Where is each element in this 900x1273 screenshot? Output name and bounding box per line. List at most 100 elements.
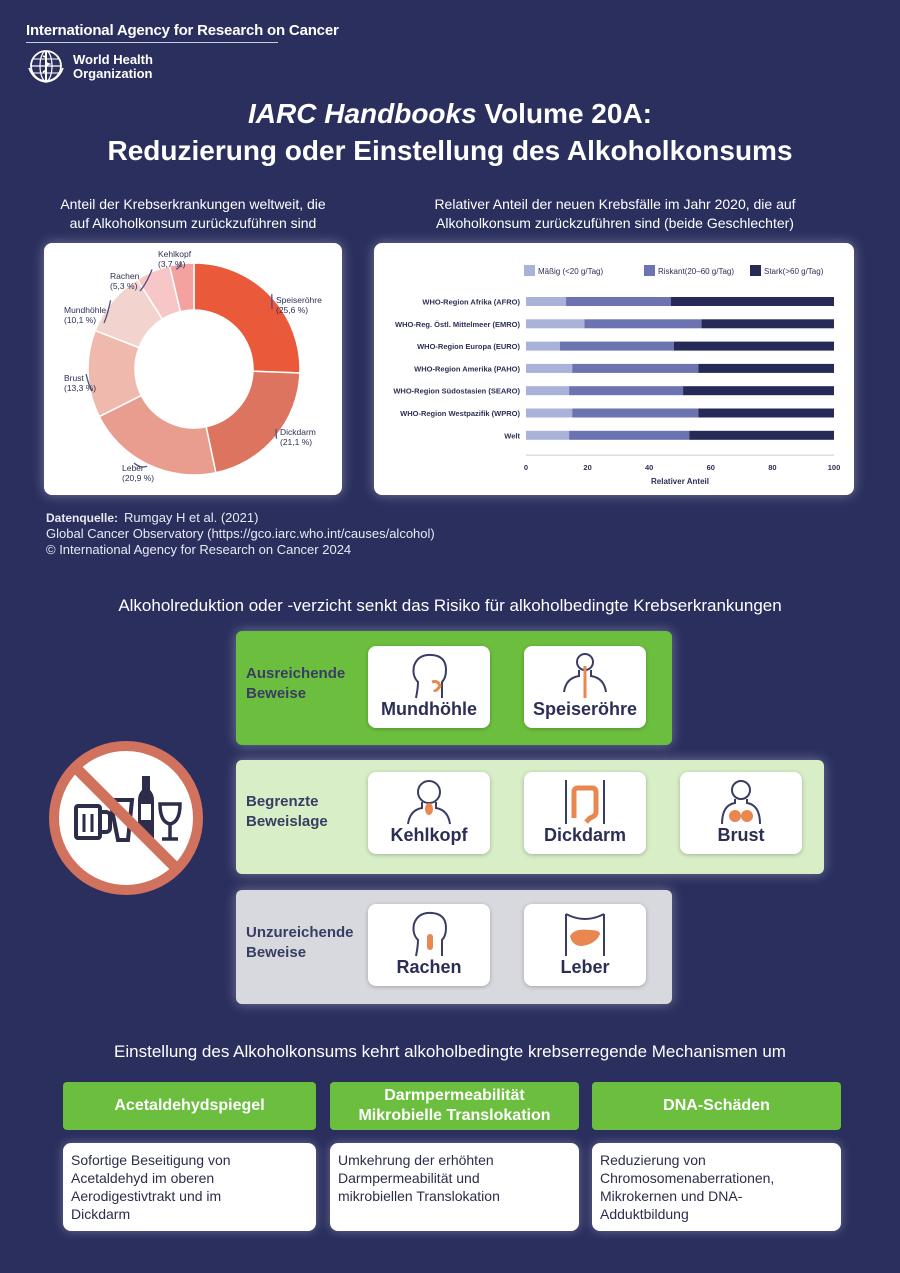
limited-evidence-label: Begrenzte Beweislage	[246, 793, 328, 830]
leader-line	[85, 373, 93, 392]
donut-chart-card: Speiseröhre (25,6 %) Dickdarm (21,1 %) Leber…	[44, 243, 342, 495]
page-subtitle: Reduzierung oder Einstellung des Alkohol…	[107, 135, 793, 166]
divider	[26, 42, 278, 43]
limited-evidence-band: Begrenzte Beweislage Kehlkopf Dickdarm B…	[236, 760, 824, 874]
donut-slice	[193, 262, 301, 374]
slice-value-label: (20,9 %)	[122, 473, 154, 483]
leader-line	[133, 462, 148, 468]
donut-chart: Speiseröhre(25,6 %) Dickdarm(21,1 %) Leber…	[64, 249, 322, 483]
bar-subtitle: Relativer Anteil der neuen Krebsfälle im…	[434, 196, 796, 231]
bar-segment	[673, 341, 834, 351]
organ-tile-breast: Brust	[680, 772, 802, 854]
bar-segment	[572, 363, 699, 373]
leader-line	[103, 300, 112, 324]
bar-segment	[526, 408, 573, 418]
bar-segment	[698, 363, 834, 373]
colon-icon	[565, 780, 605, 824]
organ-tile-liver: Leber	[524, 904, 646, 986]
bar-segment	[526, 430, 570, 440]
bar-segment	[566, 297, 671, 306]
breast-icon	[721, 780, 761, 825]
slice-label: Brust	[64, 373, 84, 383]
organ-tile-pharynx: Rachen	[368, 904, 490, 986]
category-label: WHO-Region Südostasien (SEARO)	[393, 387, 520, 396]
bar-segment	[572, 408, 699, 418]
liver-icon	[565, 913, 605, 956]
category-label: Welt	[504, 431, 520, 440]
slice-label: Mundhöhle	[64, 305, 106, 315]
evidence-section-title: Alkoholreduktion oder -verzicht senkt da…	[118, 596, 782, 615]
bar-segment	[526, 319, 585, 329]
bar-segment	[526, 386, 570, 396]
category-label: WHO-Reg. Östl. Mittelmeer (EMRO)	[395, 320, 521, 329]
sufficient-evidence-band: Ausreichende Beweise Mundhöhle Speiseröh…	[236, 631, 672, 745]
organ-tile-colon: Dickdarm	[524, 772, 646, 854]
slice-label: Rachen	[110, 271, 140, 281]
slice-value-label: (13,3 %)	[64, 383, 96, 393]
slice-value-label: (10,1 %)	[64, 315, 96, 325]
who-wordmark: World Health Organization	[73, 52, 153, 81]
mechanism-head-dna-damage: DNA-Schäden	[592, 1082, 841, 1130]
bar-chart-card: Mäßig (<20 g/Tag) Riskant(20–60 g/Tag) Sta…	[374, 243, 854, 495]
category-label: WHO-Region Afrika (AFRO)	[422, 298, 520, 307]
data-source: Datenquelle: Rumgay H et al. (2021) Globa…	[46, 510, 435, 557]
iarc-name: International Agency for Research on Can…	[26, 22, 339, 39]
bar-segment	[689, 430, 834, 440]
mechanism-head-gut-permeability: Darmpermeabilität Mikrobielle Translokati…	[330, 1082, 579, 1130]
mechanism-head-acetaldehyde: Acetaldehydspiegel	[63, 1082, 316, 1130]
mechanisms-section-title: Einstellung des Alkoholkonsums kehrt alk…	[114, 1042, 786, 1061]
slice-label: Kehlkopf	[158, 249, 192, 259]
bar-segment	[526, 341, 560, 351]
donut-subtitle: Anteil der Krebserkrankungen weltweit, d…	[60, 196, 326, 231]
mechanism-body-dna-damage: Reduzierung von Chromosomenaberrationen,…	[592, 1143, 841, 1231]
category-label: WHO-Region Amerika (PAHO)	[414, 364, 520, 373]
legend-swatch	[524, 265, 535, 276]
head-mouth-icon	[412, 653, 448, 699]
slice-value-label: (25,6 %)	[276, 305, 308, 315]
organ-tile-esophagus: Speiseröhre	[524, 646, 646, 728]
bar-segment	[584, 319, 702, 329]
legend-label: Mäßig (<20 g/Tag)	[538, 267, 603, 276]
legend-label: Stark(>60 g/Tag)	[764, 267, 824, 276]
no-alcohol-icon	[49, 741, 203, 895]
larynx-icon	[407, 780, 451, 825]
x-tick-label: 80	[768, 463, 776, 472]
insufficient-evidence-label: Unzureichende Beweise	[246, 924, 354, 961]
x-tick-label: 100	[828, 463, 841, 472]
bar-segment	[559, 341, 674, 351]
leader-line	[175, 261, 183, 270]
mechanism-body-acetaldehyde: Sofortige Beseitigung von Acetaldehyd im…	[63, 1143, 316, 1231]
bar-segment	[569, 430, 690, 440]
legend-swatch	[750, 265, 761, 276]
slice-value-label: (3,7 %)	[158, 259, 186, 269]
slice-label: Speiseröhre	[276, 295, 322, 305]
bar-segment	[683, 386, 834, 396]
x-tick-label: 0	[524, 463, 528, 472]
slice-value-label: (21,1 %)	[280, 437, 312, 447]
donut-slice	[168, 262, 195, 313]
leader-line	[275, 428, 278, 439]
category-label: WHO-Region Westpazifik (WPRO)	[400, 409, 520, 418]
x-tick-label: 20	[583, 463, 591, 472]
bar-segment	[526, 363, 573, 373]
slice-value-label: (5,3 %)	[110, 281, 138, 291]
sufficient-evidence-label: Ausreichende Beweise	[246, 665, 346, 702]
organ-tile-larynx: Kehlkopf	[368, 772, 490, 854]
who-emblem-icon	[28, 50, 64, 83]
slice-label: Dickdarm	[280, 427, 316, 437]
x-tick-label: 60	[707, 463, 715, 472]
x-axis-label: Relativer Anteil	[651, 477, 709, 486]
donut-slice	[205, 370, 301, 474]
pharynx-icon	[412, 911, 448, 957]
leader-line	[139, 269, 153, 292]
category-label: WHO-Region Europa (EURO)	[417, 342, 520, 351]
stacked-bar-chart: Mäßig (<20 g/Tag) Riskant(20–60 g/Tag) Sta…	[393, 265, 841, 486]
bar-segment	[698, 408, 834, 418]
bar-segment	[526, 297, 567, 306]
esophagus-icon	[563, 653, 607, 698]
x-tick-label: 40	[645, 463, 653, 472]
legend-swatch	[644, 265, 655, 276]
bar-segment	[670, 297, 834, 306]
organ-tile-mouth: Mundhöhle	[368, 646, 490, 728]
mechanism-body-gut-permeability: Umkehrung der erhöhten Darmpermeabilität…	[330, 1143, 579, 1231]
